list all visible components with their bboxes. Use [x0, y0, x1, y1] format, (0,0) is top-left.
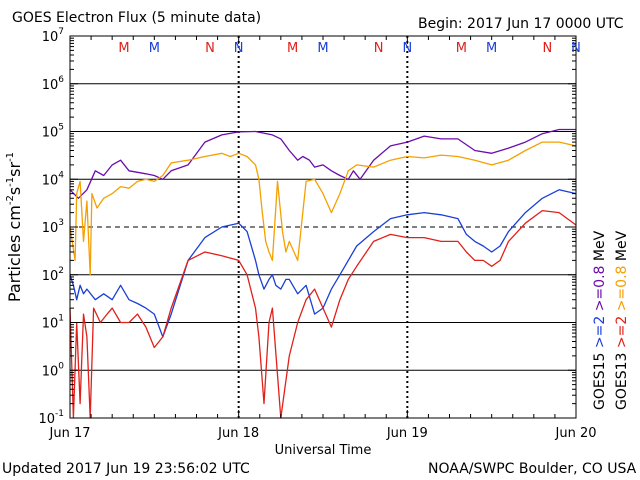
mn-marker: M — [456, 41, 467, 56]
series-line — [69, 189, 577, 338]
mn-marker: N — [234, 41, 244, 56]
y-axis-label: Particles cm-2s-1sr-1 — [5, 152, 24, 302]
y-tick-label: 100 — [42, 361, 65, 379]
legend-goes13: GOES13 >=2 >=0.8 MeV — [614, 230, 630, 410]
begin-date: Begin: 2017 Jun 17 0000 UTC — [418, 16, 624, 32]
y-tick-label: 103 — [42, 218, 64, 236]
x-axis-label: Universal Time — [275, 443, 372, 458]
grid-layer — [70, 36, 576, 418]
series-layer — [69, 128, 577, 419]
chart-title: GOES Electron Flux (5 minute data) — [12, 10, 262, 26]
mn-marker: M — [317, 41, 328, 56]
y-tick-label: 102 — [42, 266, 64, 284]
y-tick-label: 106 — [42, 75, 65, 93]
series-line — [69, 141, 577, 276]
y-tick-label: 10-1 — [38, 409, 64, 427]
series-line — [69, 209, 577, 419]
mn-marker: N — [571, 41, 581, 56]
x-tick-label: Jun 19 — [386, 426, 428, 441]
mn-marker: N — [374, 41, 384, 56]
y-tick-label: 101 — [42, 314, 64, 332]
mn-marker: M — [287, 41, 298, 56]
series-line — [69, 128, 576, 199]
mn-marker: M — [486, 41, 497, 56]
updated-timestamp: Updated 2017 Jun 19 23:56:02 UTC — [2, 461, 250, 477]
x-tick-label: Jun 17 — [49, 426, 91, 441]
frame-layer — [69, 35, 577, 419]
x-tick-label: Jun 18 — [217, 426, 259, 441]
legend-goes15: GOES15 >=2 >=0.8 MeV — [592, 230, 608, 410]
y-tick-label: 107 — [42, 27, 64, 45]
y-tick-label: 104 — [42, 170, 65, 188]
text-layer: 10-1 100 101 102 103 104 105 106 107 Jun 17 Jun 18… — [5, 27, 630, 458]
y-tick-label: 105 — [42, 123, 64, 141]
mn-marker: M — [149, 41, 160, 56]
mn-marker: N — [542, 41, 552, 56]
mn-marker: N — [402, 41, 412, 56]
mn-marker: N — [205, 41, 215, 56]
x-tick-label: Jun 20 — [555, 426, 597, 441]
mn-marker: M — [118, 41, 129, 56]
credit-text: NOAA/SWPC Boulder, CO USA — [428, 461, 637, 477]
